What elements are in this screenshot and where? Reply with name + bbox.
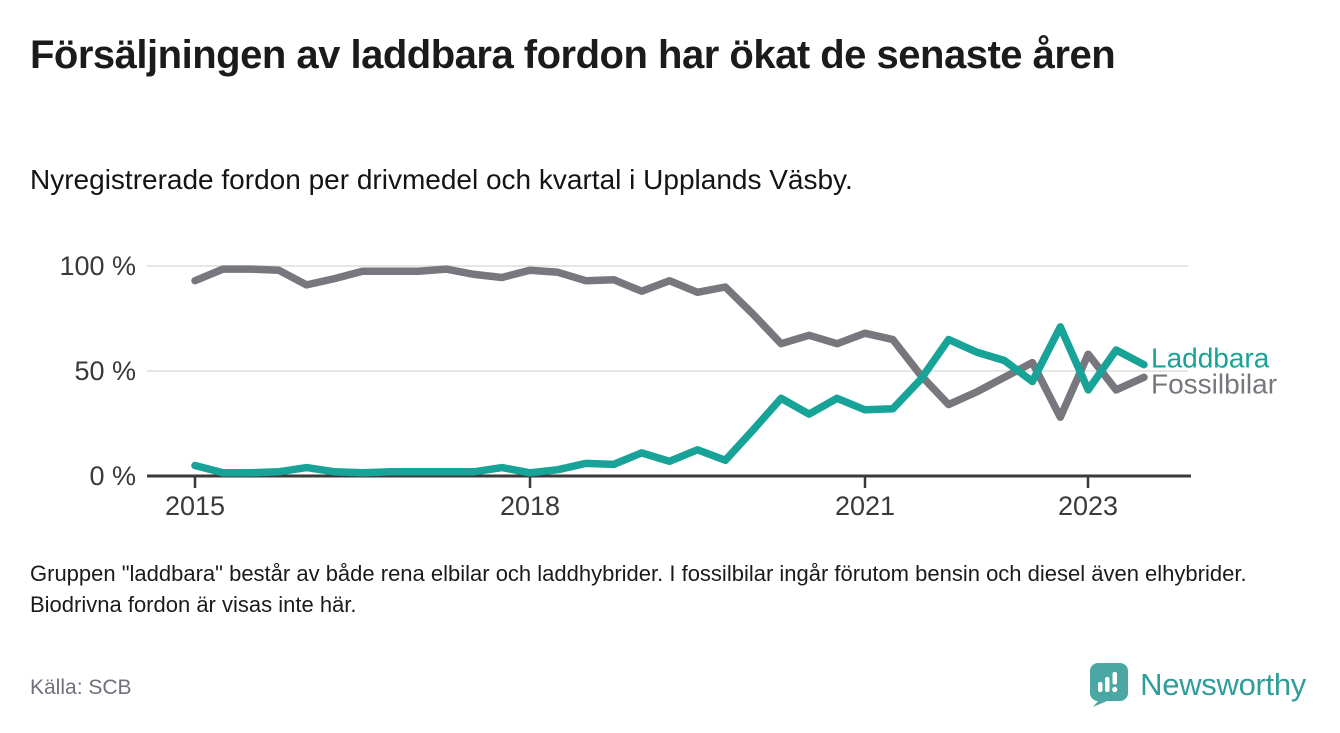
- source-text: Källa: SCB: [30, 676, 132, 699]
- chart-subtitle: Nyregistrerade fordon per drivmedel och …: [30, 164, 853, 195]
- y-tick-label-100: 100 %: [59, 251, 136, 281]
- chart-canvas: 100 % 50 % 0 % 2015 2018 2021 2023 Laddb…: [59, 251, 1277, 521]
- page-title: Försäljningen av laddbara fordon har öka…: [30, 33, 1116, 77]
- x-tick-label-2015: 2015: [165, 491, 225, 521]
- x-tick-label-2021: 2021: [835, 491, 895, 521]
- y-tick-label-0: 0 %: [89, 461, 136, 491]
- x-tick-label-2023: 2023: [1058, 491, 1118, 521]
- x-tick-label-2018: 2018: [500, 491, 560, 521]
- series-line-laddbara: [191, 323, 1148, 477]
- series-label-laddbara: Laddbara: [1151, 343, 1270, 374]
- line-chart: 100 % 50 % 0 % 2015 2018 2021 2023 Laddb…: [0, 228, 1340, 540]
- newsworthy-badge-icon: [1089, 663, 1129, 707]
- chart-footnote: Gruppen "laddbara" består av både rena e…: [30, 561, 1247, 617]
- series-label-fossilbilar: Fossilbilar: [1151, 369, 1277, 400]
- y-tick-label-50: 50 %: [74, 356, 136, 386]
- series-lines: [191, 265, 1148, 477]
- series-line-fossilbilar: [191, 265, 1148, 421]
- newsworthy-logo: Newsworthy: [1089, 663, 1306, 707]
- newsworthy-wordmark: Newsworthy: [1140, 667, 1306, 702]
